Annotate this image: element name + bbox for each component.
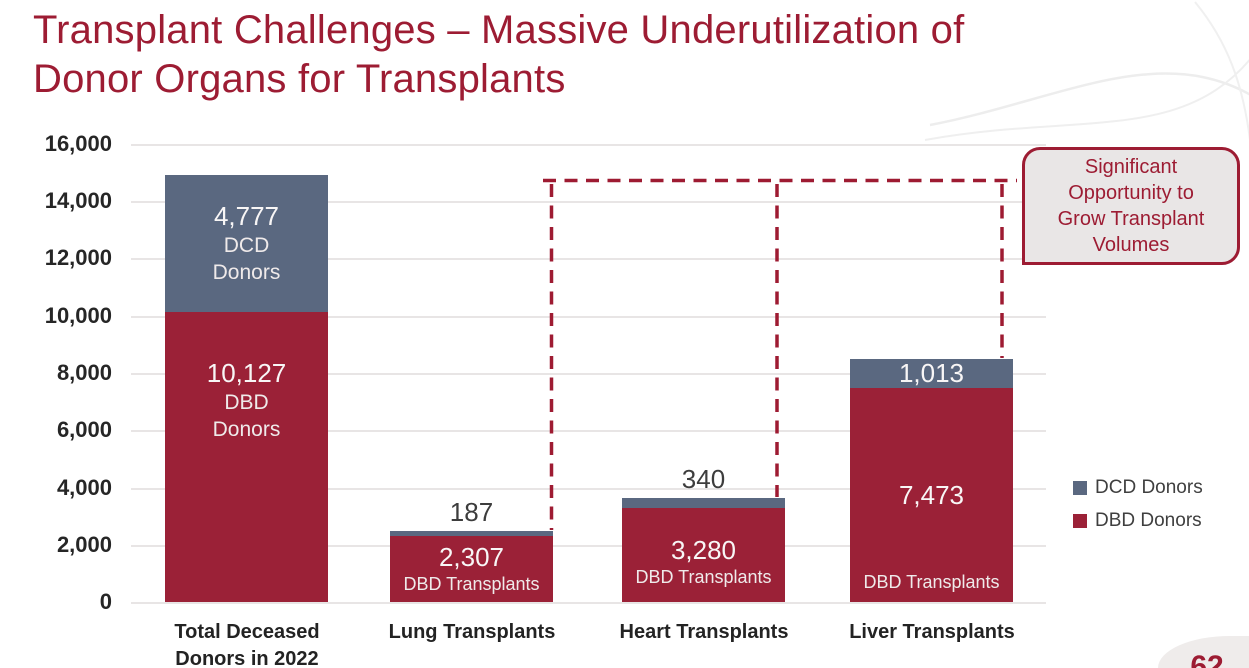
segment-value: 7,473 bbox=[898, 479, 965, 510]
y-axis-label: 16,000 bbox=[44, 131, 112, 156]
gridline bbox=[131, 545, 1046, 547]
segment-label: DBD Transplants bbox=[635, 567, 772, 587]
bar-total-deceased-donors: 4,777 DCD Donors 10,127 DBD Donors bbox=[165, 175, 328, 602]
bar-top-value: 187 bbox=[449, 497, 494, 527]
segment-value: 1,013 bbox=[898, 358, 965, 388]
y-axis-label: 8,000 bbox=[56, 360, 112, 385]
segment-label: DBD bbox=[224, 391, 269, 414]
segment-label: Donors bbox=[212, 418, 281, 441]
legend-swatch-dbd-icon bbox=[1073, 514, 1087, 528]
bar-segment-dcd: 1,013 bbox=[850, 358, 1013, 388]
bar-segment-dbd: 3,280 DBD Transplants bbox=[622, 508, 785, 602]
gridline bbox=[131, 488, 1046, 490]
callout-box: Significant Opportunity to Grow Transpla… bbox=[1022, 147, 1240, 265]
gridline bbox=[131, 373, 1046, 375]
segment-value: 2,307 bbox=[438, 542, 505, 572]
legend-label: DCD Donors bbox=[1095, 477, 1203, 498]
segment-label: Donors bbox=[212, 261, 281, 284]
callout-line: Opportunity to bbox=[1068, 182, 1194, 204]
gridline bbox=[131, 258, 1046, 260]
legend-swatch-dcd-icon bbox=[1073, 481, 1087, 495]
bar-segment-dbd: 10,127 DBD Donors bbox=[165, 312, 328, 602]
y-axis-label: 4,000 bbox=[56, 475, 112, 500]
bar-liver-transplants: 1,013 7,473 DBD Transplants bbox=[850, 358, 1013, 602]
gridline bbox=[131, 316, 1046, 318]
x-axis-label-liver: Liver Transplants bbox=[849, 621, 1015, 643]
x-axis-label-heart: Heart Transplants bbox=[619, 621, 789, 643]
bar-segment-dcd: 4,777 DCD Donors bbox=[165, 175, 328, 312]
segment-label: DBD Transplants bbox=[863, 572, 1000, 592]
bar-segment-dbd: 7,473 DBD Transplants bbox=[850, 388, 1013, 602]
gridline bbox=[131, 430, 1046, 432]
bar-lung-transplants: 187 2,307 DBD Transplants bbox=[390, 497, 553, 602]
y-axis-label: 2,000 bbox=[56, 532, 112, 557]
y-axis-label: 12,000 bbox=[44, 245, 112, 270]
bar-heart-transplants: 340 3,280 DBD Transplants bbox=[622, 464, 785, 602]
x-axis-label-total: Total Deceased Donors in 2022 bbox=[127, 619, 367, 668]
x-axis-label-line: Total Deceased bbox=[174, 621, 320, 643]
segment-value: 10,127 bbox=[206, 358, 287, 388]
callout-line: Volumes bbox=[1092, 234, 1170, 256]
x-axis-label-line: Donors in 2022 bbox=[175, 648, 319, 668]
slide-title-line2: Donor Organs for Transplants bbox=[33, 57, 566, 101]
segment-value: 4,777 bbox=[213, 201, 280, 231]
y-axis-label: 10,000 bbox=[44, 303, 112, 328]
y-axis-label: 0 bbox=[99, 589, 112, 614]
gridline bbox=[131, 201, 1046, 203]
page-number: 62 bbox=[1190, 650, 1224, 668]
slide-title: Transplant Challenges – Massive Underuti… bbox=[33, 6, 1193, 104]
slide-title-line1: Transplant Challenges – Massive Underuti… bbox=[33, 8, 965, 52]
y-axis-label: 6,000 bbox=[56, 417, 112, 442]
segment-label: DBD Transplants bbox=[403, 574, 540, 594]
segment-label: DCD bbox=[223, 234, 270, 257]
legend: DCD Donors DBD Donors bbox=[1073, 477, 1203, 543]
bar-segment-dcd bbox=[622, 498, 785, 508]
legend-item-dbd: DBD Donors bbox=[1073, 510, 1203, 532]
gridline-baseline bbox=[131, 602, 1046, 604]
segment-value: 3,280 bbox=[670, 535, 737, 565]
legend-item-dcd: DCD Donors bbox=[1073, 477, 1203, 499]
bar-segment-dbd: 2,307 DBD Transplants bbox=[390, 536, 553, 602]
callout-line: Grow Transplant bbox=[1057, 208, 1205, 230]
bar-segment-dcd bbox=[390, 531, 553, 536]
callout-line: Significant bbox=[1084, 156, 1178, 178]
bar-top-value: 340 bbox=[681, 464, 726, 494]
y-axis-label: 14,000 bbox=[44, 188, 112, 213]
x-axis-label-lung: Lung Transplants bbox=[388, 621, 556, 643]
legend-label: DBD Donors bbox=[1095, 510, 1202, 531]
gridline bbox=[131, 144, 1046, 146]
